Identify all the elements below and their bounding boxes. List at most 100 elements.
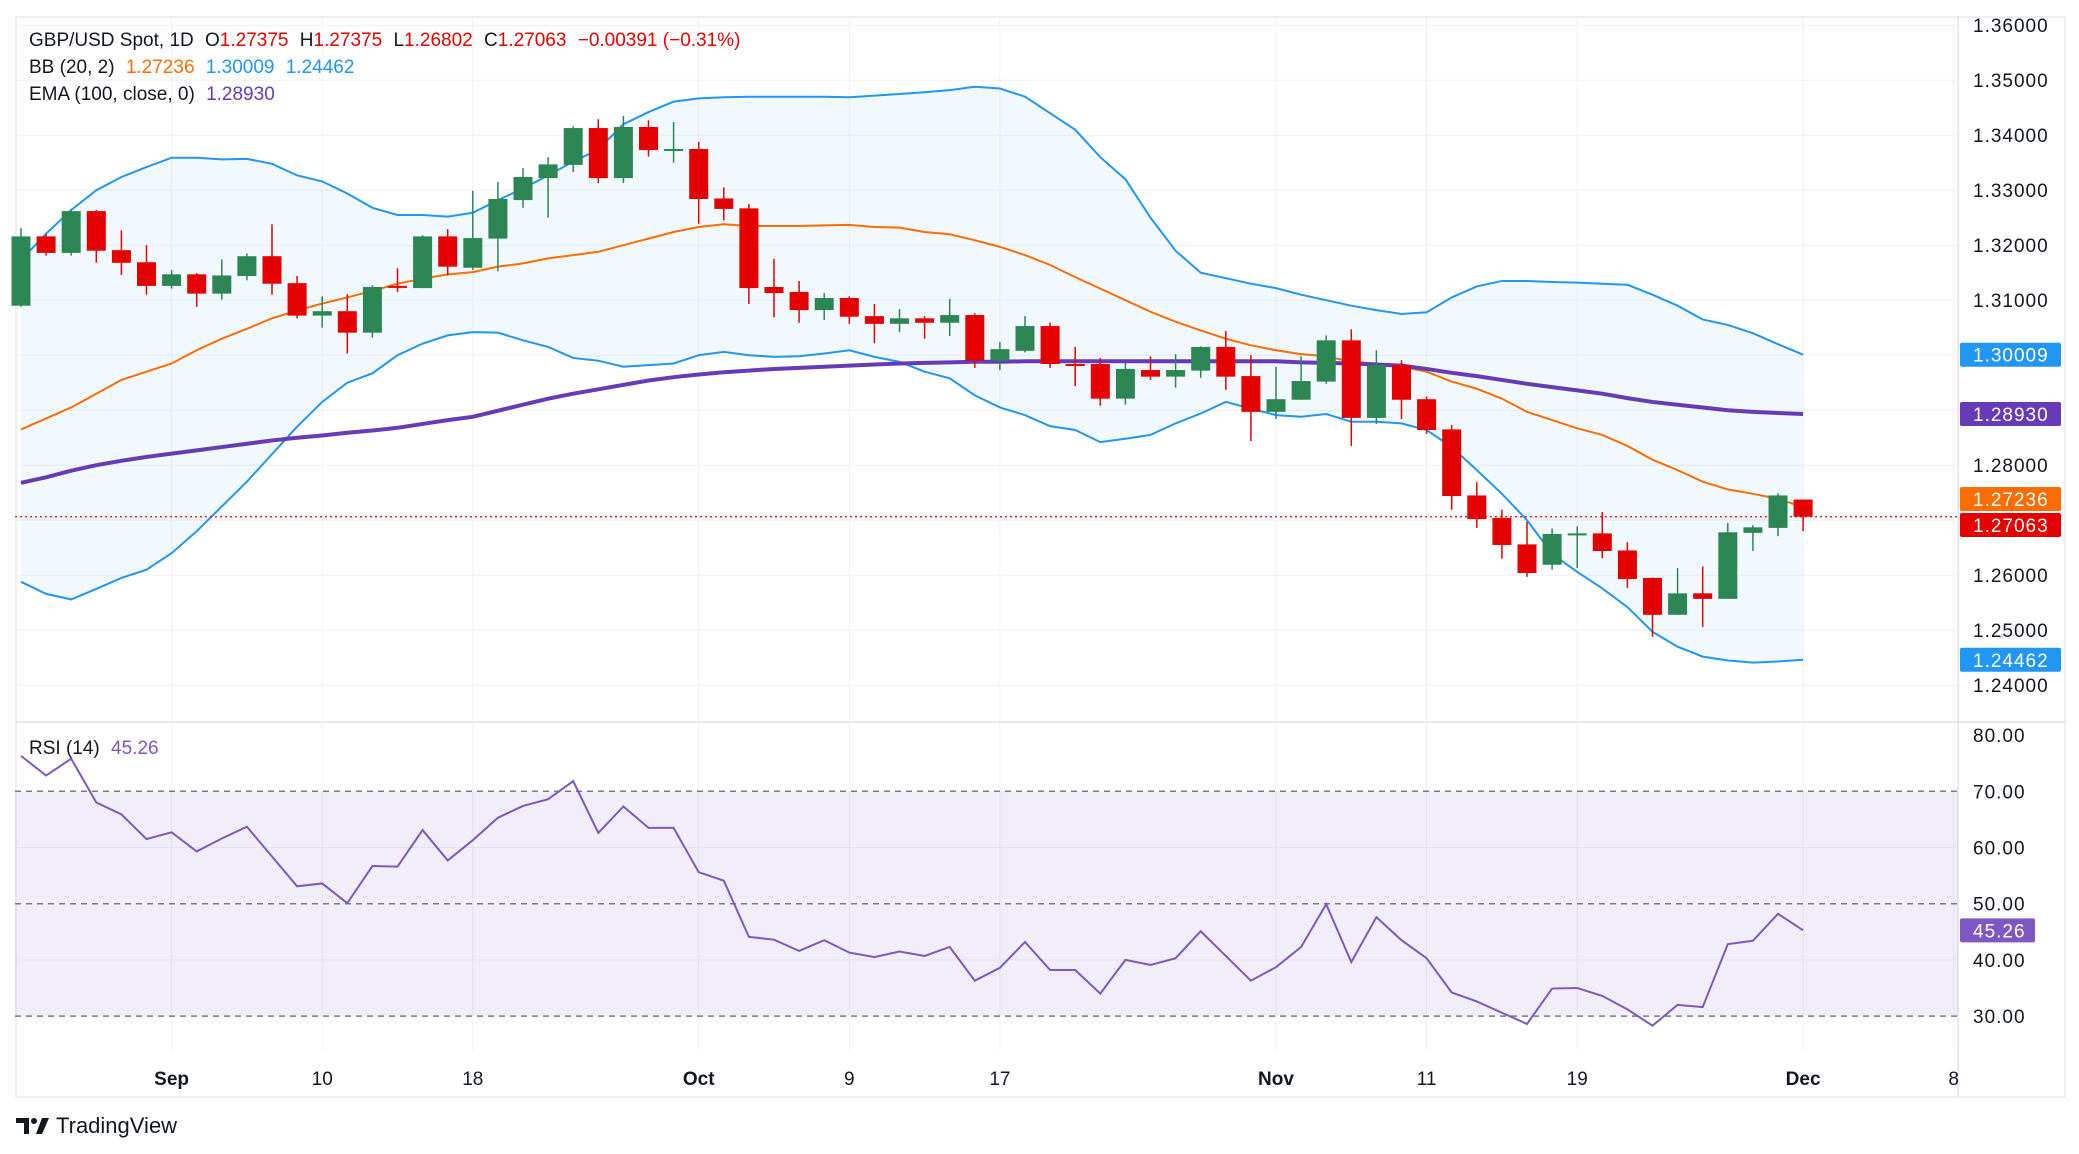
candle-body[interactable] [940,315,960,323]
candle-body[interactable] [1567,533,1587,536]
price-tick-label: 1.35000 [1973,71,2049,92]
candle-body[interactable] [187,274,207,294]
candle-body[interactable] [1115,368,1135,399]
price-tick-label: 1.33000 [1973,181,2049,202]
candle-body[interactable] [1592,533,1612,551]
open-label: O [205,30,220,51]
candle-body[interactable] [1341,340,1361,418]
candle-body[interactable] [388,285,407,288]
candle-body[interactable] [438,236,458,267]
candle-body[interactable] [1291,381,1311,400]
rsi-legend[interactable]: RSI (14) 45.26 [29,738,165,760]
candle-body[interactable] [1718,532,1738,599]
candle-body[interactable] [664,148,684,151]
candle-body[interactable] [11,236,31,306]
candle-body[interactable] [1467,495,1487,520]
ohlc-legend: GBP/USD Spot, 1D O1.27375 H1.27375 L1.26… [29,30,746,52]
candle-body[interactable] [1040,326,1060,364]
date-tick-label: 18 [462,1069,483,1090]
candle-body[interactable] [111,250,131,263]
candle-body[interactable] [1090,364,1110,399]
rsi-tick-label: 30.00 [1973,1007,2026,1028]
candle-body[interactable] [1141,370,1160,377]
candle-body[interactable] [1065,364,1085,366]
candle-body[interactable] [1392,365,1411,400]
candle-body[interactable] [1643,577,1662,615]
candle-body[interactable] [613,126,633,179]
price-badge-label: 1.30009 [1973,346,2049,367]
candle-body[interactable] [563,128,583,165]
candle-body[interactable] [312,311,332,316]
candle-body[interactable] [1492,518,1512,545]
candle-body[interactable] [965,315,985,361]
tradingview-logo[interactable]: TradingView [16,1113,177,1139]
candle-body[interactable] [1668,593,1688,615]
bb-lower-value: 1.24462 [285,57,355,78]
candle-body[interactable] [890,318,909,324]
candle-body[interactable] [362,287,382,333]
candle-body[interactable] [1015,326,1035,351]
high-value: 1.27375 [313,30,383,51]
rsi-label: RSI (14) [29,738,100,759]
bb-legend[interactable]: BB (20, 2) 1.27236 1.30009 1.24462 [29,57,360,79]
candle-body[interactable] [287,283,307,316]
candle-body[interactable] [1166,370,1186,377]
candle-body[interactable] [137,262,156,286]
candle-body[interactable] [1542,533,1562,565]
chart-frame [15,16,2066,1098]
price-tick-label: 1.24000 [1973,676,2049,697]
candle-body[interactable] [463,238,483,268]
candle-body[interactable] [1417,399,1437,430]
candle-body[interactable] [689,148,709,199]
candle-body[interactable] [513,177,533,201]
candle-body[interactable] [413,236,433,289]
tradingview-wordmark: TradingView [56,1113,178,1138]
candle-body[interactable] [262,256,282,284]
candle-body[interactable] [639,126,658,151]
candle-body[interactable] [1216,346,1236,377]
price-badge-label: 1.24462 [1973,651,2049,672]
price-badge [1960,342,2061,367]
candle-body[interactable] [61,211,81,253]
candle-body[interactable] [990,349,1010,361]
candle-body[interactable] [1191,346,1211,371]
date-tick-label: Nov [1258,1069,1294,1090]
candle-body[interactable] [588,128,608,179]
candle-body[interactable] [1266,399,1286,412]
candle-body[interactable] [1793,499,1813,517]
candle-body[interactable] [714,198,734,209]
price-tick-label: 1.32000 [1973,236,2049,257]
ema-legend[interactable]: EMA (100, close, 0) 1.28930 [29,84,281,106]
candle-body[interactable] [1316,340,1336,382]
candle-body[interactable] [839,298,859,317]
candle-body[interactable] [814,298,834,311]
ema-label: EMA (100, close, 0) [29,84,195,105]
ema-line [20,359,1804,485]
candle-body[interactable] [1442,429,1462,496]
candle-body[interactable] [36,236,56,253]
candle-body[interactable] [538,164,558,179]
candle-body[interactable] [739,208,759,289]
candle-body[interactable] [1693,593,1713,599]
candle-body[interactable] [86,211,106,251]
candle-body[interactable] [1517,544,1537,573]
candle-body[interactable] [1768,495,1788,528]
candle-body[interactable] [764,287,784,294]
price-tick-label: 1.28000 [1973,456,2049,477]
candle-body[interactable] [237,256,257,276]
candle-body[interactable] [915,318,935,323]
candle-body[interactable] [1366,365,1386,418]
candle-body[interactable] [488,199,508,239]
candle-body[interactable] [864,316,884,324]
candle-body[interactable] [1743,527,1763,533]
candle-body[interactable] [162,274,182,286]
symbol-title[interactable]: GBP/USD Spot, 1D [29,30,194,51]
candle-body[interactable] [212,275,232,294]
price-badge-label: 1.27063 [1973,516,2049,537]
candle-body[interactable] [337,311,357,333]
low-label: L [393,30,405,51]
candle-body[interactable] [789,291,809,311]
candle-body[interactable] [1241,376,1261,412]
candle-body[interactable] [1617,550,1637,580]
